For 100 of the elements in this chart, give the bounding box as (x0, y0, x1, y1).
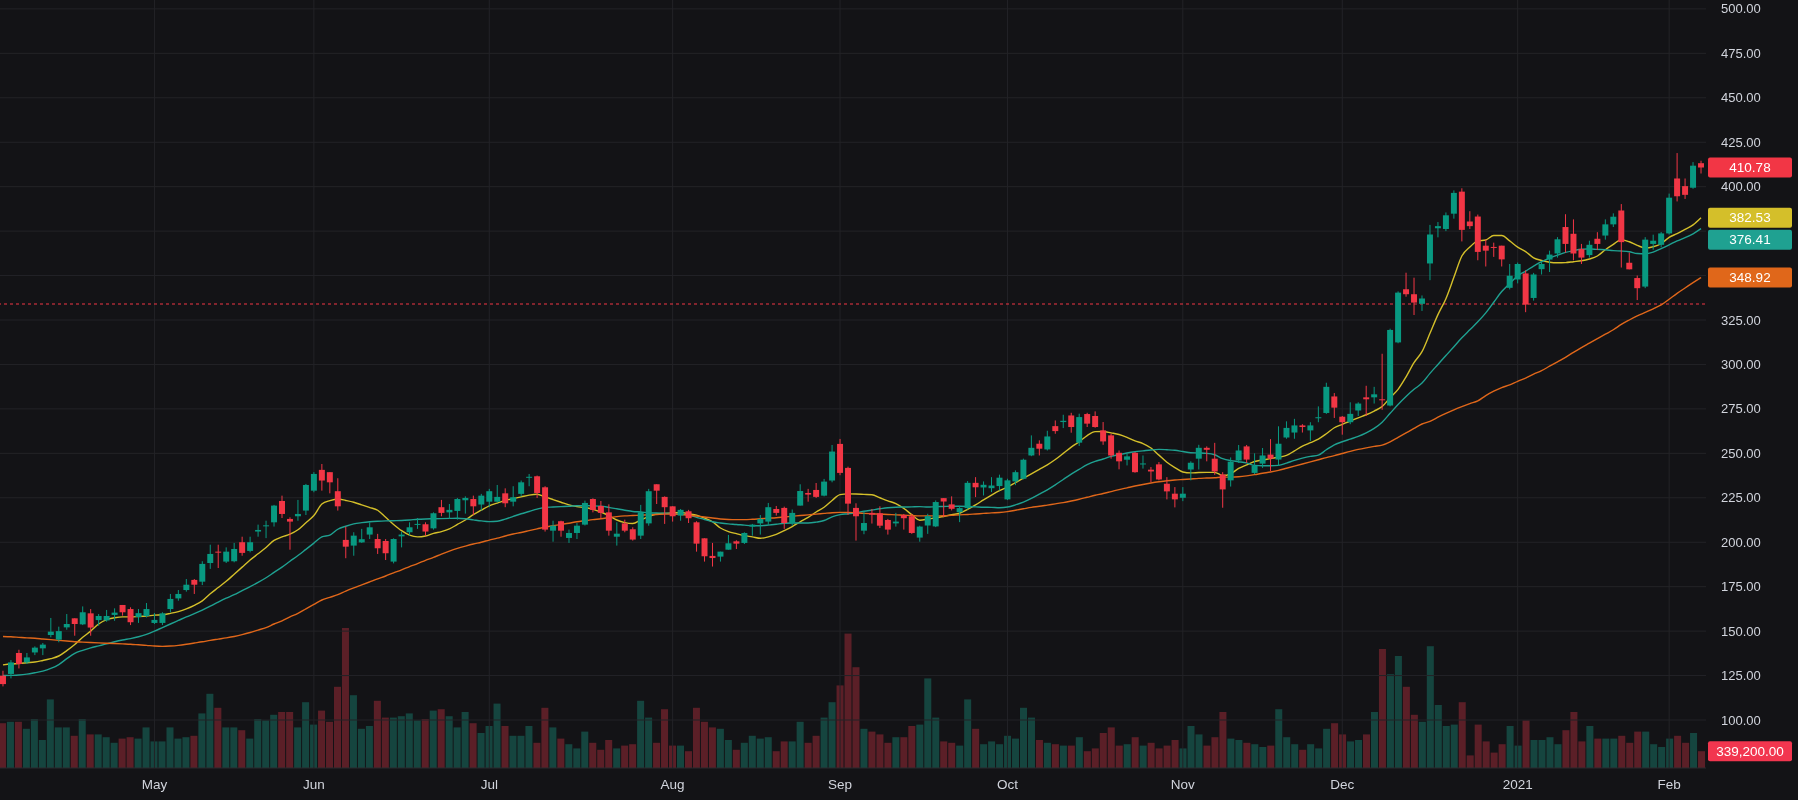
candlestick (781, 506, 788, 530)
text: 376.41 (1729, 232, 1771, 248)
bar (469, 723, 477, 768)
candlestick (271, 504, 278, 528)
x-tick-label: Jun (303, 776, 325, 792)
candlestick (414, 517, 421, 530)
x-tick-label: Oct (996, 776, 1019, 792)
candlestick (239, 536, 246, 557)
bar (429, 710, 437, 768)
bar (1075, 737, 1083, 768)
bar (549, 727, 557, 768)
bar (1267, 745, 1275, 768)
bar (1690, 733, 1698, 768)
candlestick (334, 477, 341, 512)
candlestick (1259, 447, 1266, 469)
candlestick (1482, 238, 1489, 267)
candlestick (924, 513, 931, 535)
candlestick (868, 508, 875, 525)
candlestick (390, 537, 397, 564)
bar (214, 707, 222, 768)
candlestick (1339, 415, 1346, 436)
candlestick (342, 526, 349, 559)
candlestick (23, 652, 30, 665)
y-tick-label: 275.00 (1721, 401, 1761, 417)
candlestick (566, 529, 572, 544)
y-tick-label: 475.00 (1721, 45, 1761, 61)
candlestick (1554, 236, 1561, 259)
line-series (2, 276, 1702, 648)
bar (1123, 744, 1131, 768)
bar (1243, 742, 1251, 768)
candlestick (1100, 421, 1107, 446)
bar (1299, 749, 1307, 768)
bar (1522, 720, 1530, 768)
candlestick (860, 510, 867, 535)
bar (1586, 726, 1594, 768)
bar (676, 745, 685, 768)
candlestick (7, 659, 14, 679)
candlestick (1490, 242, 1497, 258)
candlestick (326, 471, 333, 494)
candlestick (1331, 392, 1338, 419)
candlestick (765, 502, 772, 526)
candlestick (1251, 452, 1258, 475)
candlestick (1434, 221, 1441, 238)
candlestick (1195, 444, 1202, 471)
bar (972, 728, 980, 768)
candlestick (1379, 353, 1386, 411)
bar (190, 735, 198, 768)
candlestick (853, 502, 859, 542)
candlestick (255, 524, 262, 538)
bar (1378, 649, 1386, 768)
y-tick-label: 425.00 (1721, 134, 1761, 150)
x-tick-label: Feb (1657, 776, 1681, 792)
bar (1363, 734, 1371, 768)
candlestick (318, 463, 325, 492)
candlestick (15, 649, 22, 669)
candlestick (350, 531, 357, 557)
candlestick (661, 495, 668, 525)
candlestick (1442, 211, 1449, 232)
text: 339,200.00 (1716, 743, 1784, 759)
x-tick-label: Jul (480, 776, 498, 792)
candlestick (286, 516, 293, 551)
candlestick (1578, 243, 1585, 265)
candlestick (613, 521, 620, 547)
candlestick (1698, 160, 1705, 175)
candlestick (1028, 434, 1035, 457)
bar (1043, 742, 1051, 768)
candlestick (510, 485, 517, 507)
candlestick (310, 471, 317, 493)
bar (78, 719, 86, 768)
candlestick (1570, 218, 1577, 261)
candlestick (502, 487, 509, 508)
y-tick-label: 250.00 (1721, 445, 1761, 461)
bar (613, 748, 621, 768)
candlestick (470, 495, 477, 516)
y-tick-label: 200.00 (1721, 534, 1761, 550)
candlestick (486, 488, 493, 508)
y-tick-label: 500.00 (1721, 1, 1761, 17)
bar (1131, 737, 1139, 768)
candlestick (1682, 177, 1689, 200)
candlestick (1132, 451, 1138, 474)
text: 410.78 (1729, 160, 1771, 175)
candlestick (653, 483, 660, 505)
candlestick (231, 542, 238, 563)
bar (421, 719, 429, 768)
bar (238, 730, 246, 768)
bar (437, 709, 445, 768)
candlestick (908, 513, 915, 535)
text: 348.92 (1729, 269, 1771, 285)
candlestick (1187, 460, 1194, 481)
x-tick-label: 2021 (1502, 776, 1533, 792)
bar (6, 721, 14, 768)
candlestick (1602, 218, 1609, 241)
y-tick-label: 100.00 (1721, 712, 1761, 728)
candlestick (581, 500, 588, 527)
candlestick (199, 560, 206, 586)
y-tick-label: 150.00 (1721, 623, 1761, 639)
candlestick (1315, 405, 1322, 423)
x-tick-label: Dec (1330, 776, 1355, 792)
candlestick (1690, 161, 1697, 190)
y-tick-label: 450.00 (1721, 90, 1761, 106)
